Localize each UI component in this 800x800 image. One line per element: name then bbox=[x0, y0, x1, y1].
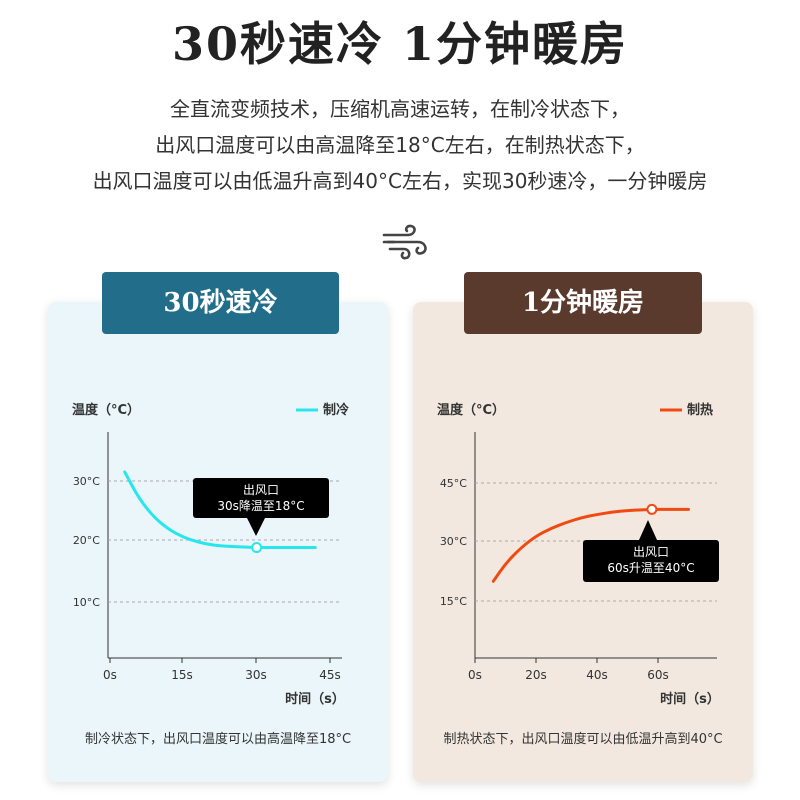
chart1-annotation-pointer bbox=[639, 520, 657, 540]
chart0-legend-label: 制冷 bbox=[323, 402, 349, 418]
chart1-marker-point bbox=[646, 503, 658, 515]
chart0-x-tick-label: 0s bbox=[103, 668, 117, 682]
chart0-annotation-pointer bbox=[247, 518, 265, 536]
chart1-y-tick-label: 30°C bbox=[440, 535, 467, 548]
chart1-y-axis-label: 温度（°C） bbox=[437, 402, 505, 418]
cooling-card bbox=[48, 302, 388, 782]
chart0-y-tick-label: 30°C bbox=[73, 475, 100, 488]
cooling-panel-title: 30秒速冷 bbox=[102, 272, 339, 334]
chart0-y-axis-label: 温度（°C） bbox=[72, 402, 140, 418]
chart1-x-tick-label: 20s bbox=[525, 668, 547, 682]
chart0-annotation-line2: 30s降温至18°C bbox=[217, 499, 304, 513]
chart1-x-axis-label: 时间（s） bbox=[660, 691, 720, 707]
chart0-series-line bbox=[123, 470, 317, 549]
chart0-annotation-line1: 出风口 bbox=[243, 483, 279, 497]
chart1-annotation-line2: 60s升温至40°C bbox=[607, 561, 694, 575]
chart1-y-tick-label: 15°C bbox=[440, 595, 467, 608]
chart1-annotation-line1: 出风口 bbox=[633, 545, 669, 559]
chart0-y-tick-label: 10°C bbox=[73, 596, 100, 609]
chart1-series-line bbox=[491, 507, 690, 583]
heating-panel-title: 1分钟暖房 bbox=[464, 272, 702, 334]
chart0-annotation-box bbox=[193, 478, 329, 518]
chart1-x-tick-label: 40s bbox=[586, 668, 608, 682]
chart0-x-axis-label: 时间（s） bbox=[285, 691, 345, 707]
cooling-caption: 制冷状态下，出风口温度可以由高温降至18°C bbox=[84, 732, 352, 747]
chart0-x-tick-label: 45s bbox=[319, 668, 341, 682]
heating-caption: 制热状态下，出风口温度可以由低温升高到40°C bbox=[443, 732, 723, 747]
chart0-y-tick-label: 20°C bbox=[73, 534, 100, 547]
chart0-x-tick-label: 15s bbox=[171, 668, 193, 682]
wind-icon bbox=[382, 224, 427, 260]
page-title: 30秒速冷 1分钟暖房 bbox=[171, 17, 629, 71]
chart0-x-tick-label: 30s bbox=[245, 668, 267, 682]
description-line-1: 全直流变频技术，压缩机高速运转，在制冷状态下， bbox=[170, 97, 630, 121]
description-line-3: 出风口温度可以由低温升高到40°C左右，实现30秒速冷，一分钟暖房 bbox=[92, 169, 708, 193]
chart1-x-tick-label: 0s bbox=[468, 668, 482, 682]
chart1-x-tick-label: 60s bbox=[647, 668, 669, 682]
chart1-legend-label: 制热 bbox=[687, 402, 713, 418]
chart1-annotation-box bbox=[583, 540, 719, 582]
chart0-marker-point bbox=[251, 542, 263, 554]
chart1-y-tick-label: 45°C bbox=[440, 477, 467, 490]
description-line-2: 出风口温度可以由高温降至18°C左右，在制热状态下， bbox=[155, 133, 645, 157]
